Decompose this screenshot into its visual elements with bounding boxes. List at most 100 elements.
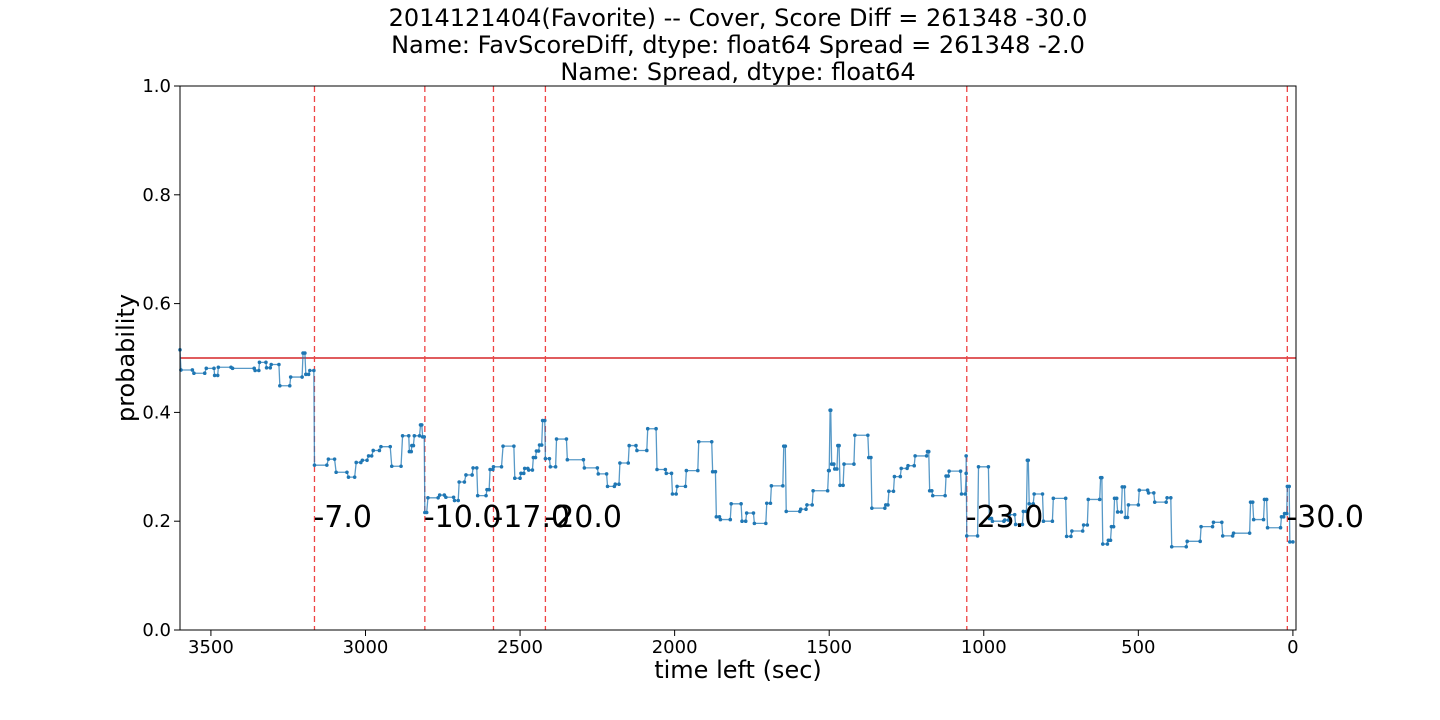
data-point-46: [377, 448, 382, 453]
data-point-200: [924, 454, 929, 458]
data-point-174: [832, 462, 836, 466]
data-point-230: [1024, 509, 1029, 514]
data-point-262: [1122, 485, 1127, 489]
y-tick-label-5: 1.0: [142, 76, 171, 97]
score-event-label-1: -10.0: [424, 500, 502, 535]
data-point-18: [268, 365, 273, 370]
data-point-134: [674, 492, 678, 496]
x-tick-label-1: 3000: [343, 637, 389, 658]
data-point-166: [810, 503, 814, 507]
data-point-256: [1111, 524, 1116, 529]
probability-series-markers: [178, 348, 1295, 549]
data-point-164: [804, 507, 808, 512]
data-point-116: [604, 472, 609, 476]
data-point-104: [542, 418, 547, 423]
data-point-191: [887, 489, 891, 494]
chart-title-line-2: Name: FavScoreDiff, dtype: float64 Sprea…: [391, 31, 1085, 59]
data-point-111: [565, 457, 570, 462]
data-point-2: [190, 368, 195, 372]
data-point-100: [536, 449, 541, 453]
data-point-50: [399, 464, 403, 469]
data-point-71: [452, 498, 457, 503]
data-point-7: [212, 373, 217, 378]
data-point-206: [943, 493, 947, 498]
data-point-298: [1284, 511, 1289, 516]
data-point-42: [365, 458, 369, 463]
data-point-126: [645, 448, 649, 453]
score-event-label-3: -20.0: [544, 500, 622, 535]
data-point-85: [491, 465, 496, 469]
data-point-82: [487, 487, 491, 492]
data-point-280: [1210, 524, 1215, 529]
data-point-227: [1013, 522, 1018, 527]
data-point-237: [1041, 519, 1046, 523]
data-point-267: [1137, 488, 1142, 492]
data-point-114: [595, 466, 600, 470]
data-point-278: [1198, 539, 1202, 544]
data-point-208: [946, 474, 951, 478]
data-point-70: [451, 495, 456, 500]
data-point-74: [462, 480, 467, 484]
data-point-192: [891, 489, 896, 494]
data-point-143: [714, 515, 719, 519]
data-point-172: [828, 408, 833, 413]
data-point-148: [739, 501, 743, 506]
data-point-214: [964, 454, 968, 458]
data-point-266: [1136, 503, 1141, 507]
data-point-182: [852, 462, 856, 466]
data-point-248: [1097, 497, 1102, 502]
data-point-109: [554, 437, 559, 441]
data-point-120: [617, 482, 621, 487]
y-axis-label: probability: [112, 294, 140, 422]
data-point-3: [192, 371, 196, 376]
data-point-290: [1261, 517, 1266, 522]
data-point-229: [1021, 509, 1026, 514]
data-point-264: [1125, 515, 1130, 520]
data-point-286: [1247, 531, 1252, 535]
data-point-90: [518, 476, 522, 481]
y-tick-label-3: 0.6: [142, 294, 171, 315]
data-point-158: [781, 484, 785, 488]
data-point-161: [784, 509, 789, 514]
data-point-243: [1070, 529, 1074, 533]
data-point-183: [853, 433, 857, 438]
data-point-218: [986, 465, 991, 469]
data-point-282: [1220, 520, 1224, 525]
data-point-151: [744, 511, 749, 515]
data-point-241: [1064, 534, 1069, 539]
plot-frame: [179, 85, 1297, 631]
score-event-label-2: -17.0: [492, 500, 570, 535]
data-point-190: [886, 503, 890, 507]
data-point-228: [1020, 522, 1025, 527]
data-point-128: [654, 426, 658, 431]
data-point-16: [264, 360, 268, 365]
data-point-129: [655, 467, 659, 472]
data-point-242: [1069, 534, 1073, 539]
data-point-67: [437, 493, 442, 497]
data-point-125: [635, 448, 639, 453]
data-point-202: [926, 449, 931, 454]
data-point-52: [406, 433, 411, 438]
data-point-117: [605, 484, 610, 489]
data-point-199: [913, 454, 917, 458]
data-point-186: [869, 455, 873, 460]
data-point-275: [1169, 544, 1174, 549]
data-point-135: [675, 484, 679, 489]
data-point-33: [326, 457, 331, 461]
data-point-268: [1145, 488, 1150, 492]
data-point-165: [805, 503, 809, 507]
data-point-265: [1126, 503, 1131, 507]
score-event-label-0: -7.0: [313, 500, 372, 535]
data-point-272: [1164, 500, 1168, 504]
data-point-65: [426, 496, 430, 500]
data-point-38: [352, 475, 357, 479]
data-point-119: [613, 482, 618, 487]
data-point-240: [1063, 496, 1068, 501]
data-point-157: [769, 484, 774, 488]
data-point-35: [334, 470, 338, 475]
data-point-260: [1119, 510, 1124, 514]
data-point-236: [1040, 492, 1045, 496]
data-point-239: [1051, 496, 1056, 501]
data-point-216: [975, 534, 980, 538]
data-point-41: [360, 458, 365, 463]
